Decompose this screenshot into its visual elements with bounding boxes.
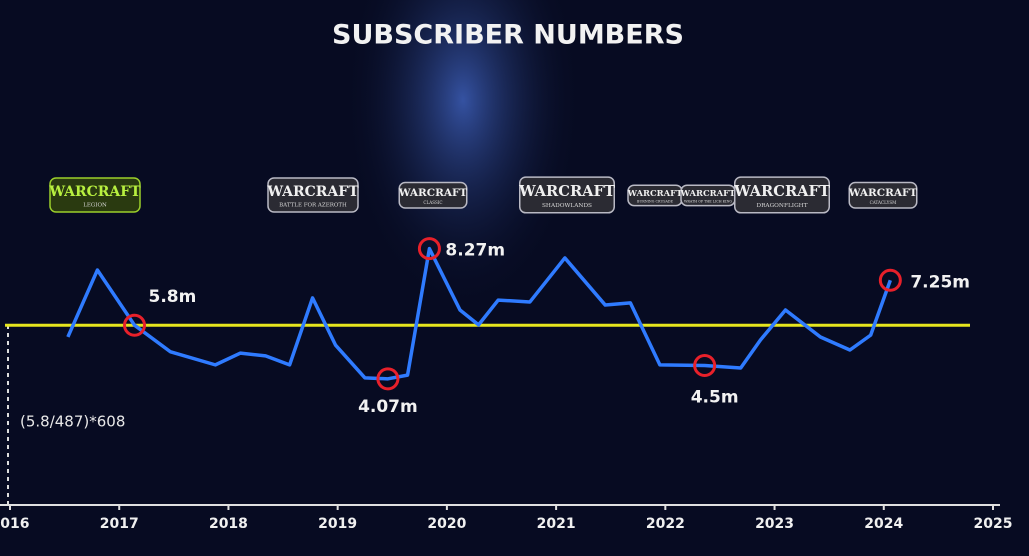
logo-plate	[734, 176, 830, 214]
x-tick-label: 2021	[537, 516, 576, 532]
line	[66, 246, 892, 381]
marker	[878, 268, 902, 292]
logo-title: WARCRAFT	[733, 183, 830, 200]
value-label: 8.27m	[445, 241, 505, 261]
logo-subtitle: DRAGONFLIGHT	[756, 203, 807, 209]
logo-title: WARCRAFT	[848, 187, 918, 199]
x-tick-label: 2018	[209, 516, 248, 532]
x-tick-label: 2023	[755, 516, 794, 532]
x-tick-label: 2022	[646, 516, 685, 532]
logo-subtitle: CLASSIC	[423, 200, 442, 205]
logo-subtitle: CATACLYSM	[870, 200, 897, 205]
logo-title: WARCRAFT	[398, 187, 468, 199]
logo-plate	[49, 177, 141, 213]
logo-subtitle: LEGION	[83, 203, 107, 209]
logo-title: WARCRAFT	[627, 188, 683, 198]
glow	[310, 0, 650, 520]
logo-subtitle: SHADOWLANDS	[542, 203, 592, 209]
x-tick-label: 2025	[974, 516, 1013, 532]
logo-plate	[519, 176, 615, 214]
logo-title: WARCRAFT	[518, 183, 615, 200]
x-tick-label: 2020	[427, 516, 466, 532]
logo-title: WARCRAFT	[266, 184, 359, 200]
logo-title: WARCRAFT	[48, 184, 141, 200]
value-label: 4.5m	[691, 388, 739, 408]
logo-title: WARCRAFT	[680, 188, 736, 198]
logo-plate	[398, 181, 468, 209]
logo-subtitle: WRATH OF THE LICH KING	[684, 199, 732, 203]
marker	[693, 354, 717, 377]
logo-subtitle: BATTLE FOR AZEROTH	[279, 203, 347, 209]
chart-title: SUBSCRIBER NUMBERS	[332, 20, 684, 51]
marker	[417, 237, 441, 261]
annotation: (5.8/487)*608	[20, 413, 125, 431]
logo-plate	[267, 177, 359, 213]
value-label: 5.8m	[149, 287, 197, 307]
value-label: 4.07m	[358, 397, 418, 417]
x-tick-label: 2024	[864, 516, 903, 532]
marker	[376, 367, 400, 391]
logo-plate	[848, 181, 918, 209]
value-label: 7.25m	[910, 272, 970, 292]
marker	[123, 313, 147, 337]
x-tick-label: 2019	[318, 516, 357, 532]
x-tick-label: 2016	[0, 516, 29, 532]
x-tick-label: 2017	[100, 516, 139, 532]
logo-subtitle: BURNING CRUSADE	[637, 199, 674, 203]
